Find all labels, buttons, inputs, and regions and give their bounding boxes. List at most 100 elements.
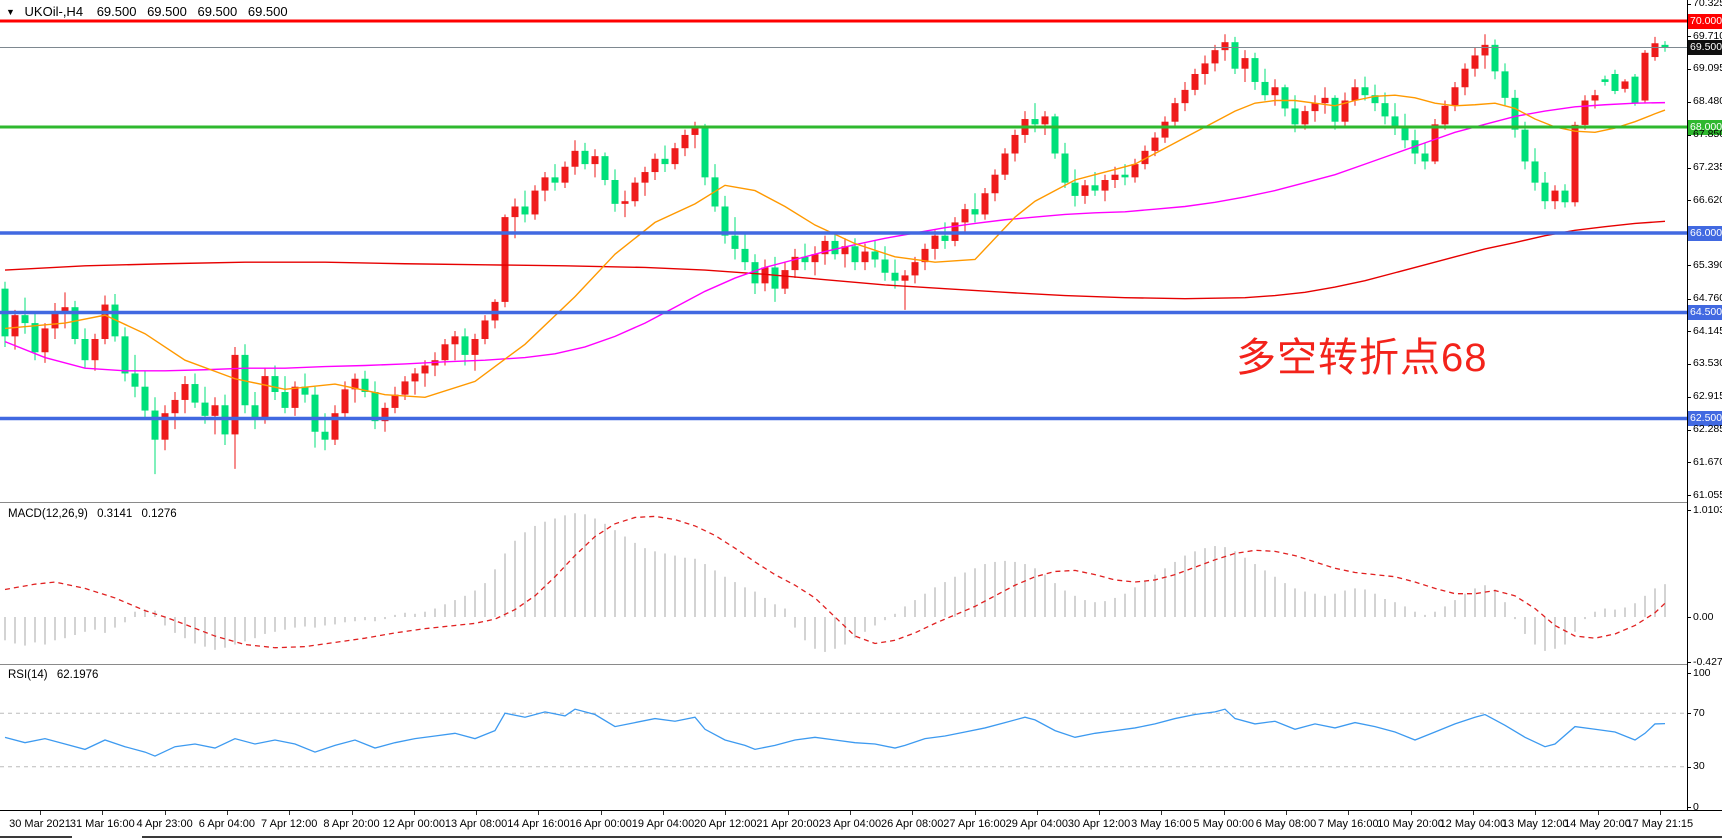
candle [1481, 34, 1489, 69]
annotation-text: 多空转折点68 [1236, 336, 1488, 380]
candle [411, 368, 419, 395]
time-tick-label: 5 May 00:00 [1193, 818, 1254, 830]
time-tick-mark [912, 811, 914, 815]
candle [1391, 103, 1399, 135]
macd-tick-mark [1687, 662, 1691, 664]
time-tick-label: 8 Apr 20:00 [323, 818, 380, 830]
macd-value-signal: 0.1276 [141, 508, 177, 520]
time-tick-label: 4 Apr 23:00 [136, 818, 193, 830]
candle [1231, 36, 1239, 74]
price-tick-label: 64.760 [1693, 292, 1722, 305]
candle [1381, 92, 1389, 125]
candle [1661, 41, 1669, 52]
price-badge: 69.500 [1688, 40, 1722, 55]
candle [1091, 172, 1099, 196]
time-tick-mark [974, 811, 976, 815]
panel-separator[interactable] [0, 502, 1722, 503]
collapse-arrow-icon[interactable]: ▼ [6, 7, 15, 17]
ma-fast-orange [4, 94, 1666, 399]
price-tick-mark [1687, 134, 1691, 136]
quote-high: 69.500 [147, 4, 187, 19]
candle [841, 238, 849, 268]
candle [1051, 113, 1059, 159]
candle [681, 129, 689, 157]
candle [1371, 84, 1379, 112]
candle [611, 169, 619, 212]
rsi-tick-mark [1687, 713, 1691, 715]
time-axis[interactable]: 30 Mar 2021 31 Mar 16:00 4 Apr 23:00 6 Apr … [0, 810, 1722, 840]
candle [211, 397, 219, 435]
candle [981, 187, 989, 220]
candle [1151, 132, 1159, 157]
candle [861, 243, 869, 271]
candle [1061, 142, 1069, 188]
candle [111, 293, 119, 342]
time-tick-mark [1597, 811, 1599, 815]
candle [931, 230, 939, 260]
time-tick-label: 12 May 04:00 [1439, 818, 1507, 830]
panel-separator[interactable] [0, 664, 1722, 665]
candle [361, 370, 369, 398]
main-price-chart-canvas[interactable] [0, 0, 1687, 502]
price-tick-mark [1687, 363, 1691, 365]
candle [1131, 158, 1139, 183]
candle [1631, 74, 1639, 106]
candle [181, 376, 189, 414]
rsi-line [4, 708, 1666, 757]
candle [761, 259, 769, 292]
candle [901, 270, 909, 310]
candle [1071, 169, 1079, 207]
time-tick-mark [663, 811, 664, 815]
candle [1511, 89, 1519, 138]
candle [971, 193, 979, 223]
candle [1471, 47, 1479, 77]
price-tick-label: 67.850 [1693, 128, 1722, 141]
time-tick-label: 17 May 21:15 [1626, 818, 1694, 830]
candle [881, 246, 889, 281]
price-tick-mark [1687, 265, 1691, 267]
candle [1141, 145, 1149, 170]
time-tick-mark [476, 811, 478, 815]
candle [1121, 164, 1129, 186]
candle [701, 123, 709, 186]
rsi-indicator-canvas[interactable] [0, 666, 1687, 810]
candle [1491, 39, 1499, 80]
time-tick-label: 31 Mar 16:00 [69, 818, 135, 830]
time-tick-label: 23 Apr 04:00 [818, 818, 882, 830]
price-tick-label: 66.620 [1693, 193, 1722, 206]
candle [501, 214, 509, 308]
time-tick-mark [787, 811, 789, 815]
time-tick-label: 21 Apr 20:00 [756, 818, 819, 830]
candle [641, 166, 649, 196]
price-tick-label: 62.915 [1693, 390, 1722, 402]
candle [331, 405, 339, 445]
rsi-name-label: RSI(14) [8, 669, 48, 681]
price-tick-label: 70.325 [1693, 0, 1722, 10]
time-tick-label: 14 Apr 16:00 [507, 818, 570, 830]
macd-indicator-canvas[interactable] [0, 505, 1687, 663]
time-tick-label: 16 Apr 00:00 [569, 818, 632, 830]
price-axis[interactable]: 70.000 69.500 68.000 66.000 64.500 62.500 70.3… [1687, 0, 1722, 813]
candle [291, 381, 299, 416]
time-tick-mark [413, 811, 415, 815]
candle [911, 256, 919, 284]
price-tick-mark [1687, 495, 1691, 497]
candle [1551, 185, 1559, 210]
candle [131, 354, 139, 398]
time-tick-mark [351, 811, 353, 815]
candle [651, 153, 659, 180]
time-tick-label: 19 Apr 04:00 [631, 818, 695, 830]
time-tick-label: 30 Apr 12:00 [1067, 818, 1131, 830]
price-tick-mark [1687, 101, 1691, 103]
candle [1501, 63, 1509, 106]
candle [731, 217, 739, 260]
price-tick-label: 69.710 [1693, 29, 1722, 42]
candle [621, 190, 629, 218]
candle [11, 309, 19, 350]
candle [1571, 121, 1579, 207]
quote-low: 69.500 [197, 4, 238, 19]
price-tick-mark [1687, 429, 1691, 431]
time-tick-label: 14 May 20:00 [1564, 818, 1631, 830]
candle [271, 365, 279, 400]
candle [961, 203, 969, 233]
